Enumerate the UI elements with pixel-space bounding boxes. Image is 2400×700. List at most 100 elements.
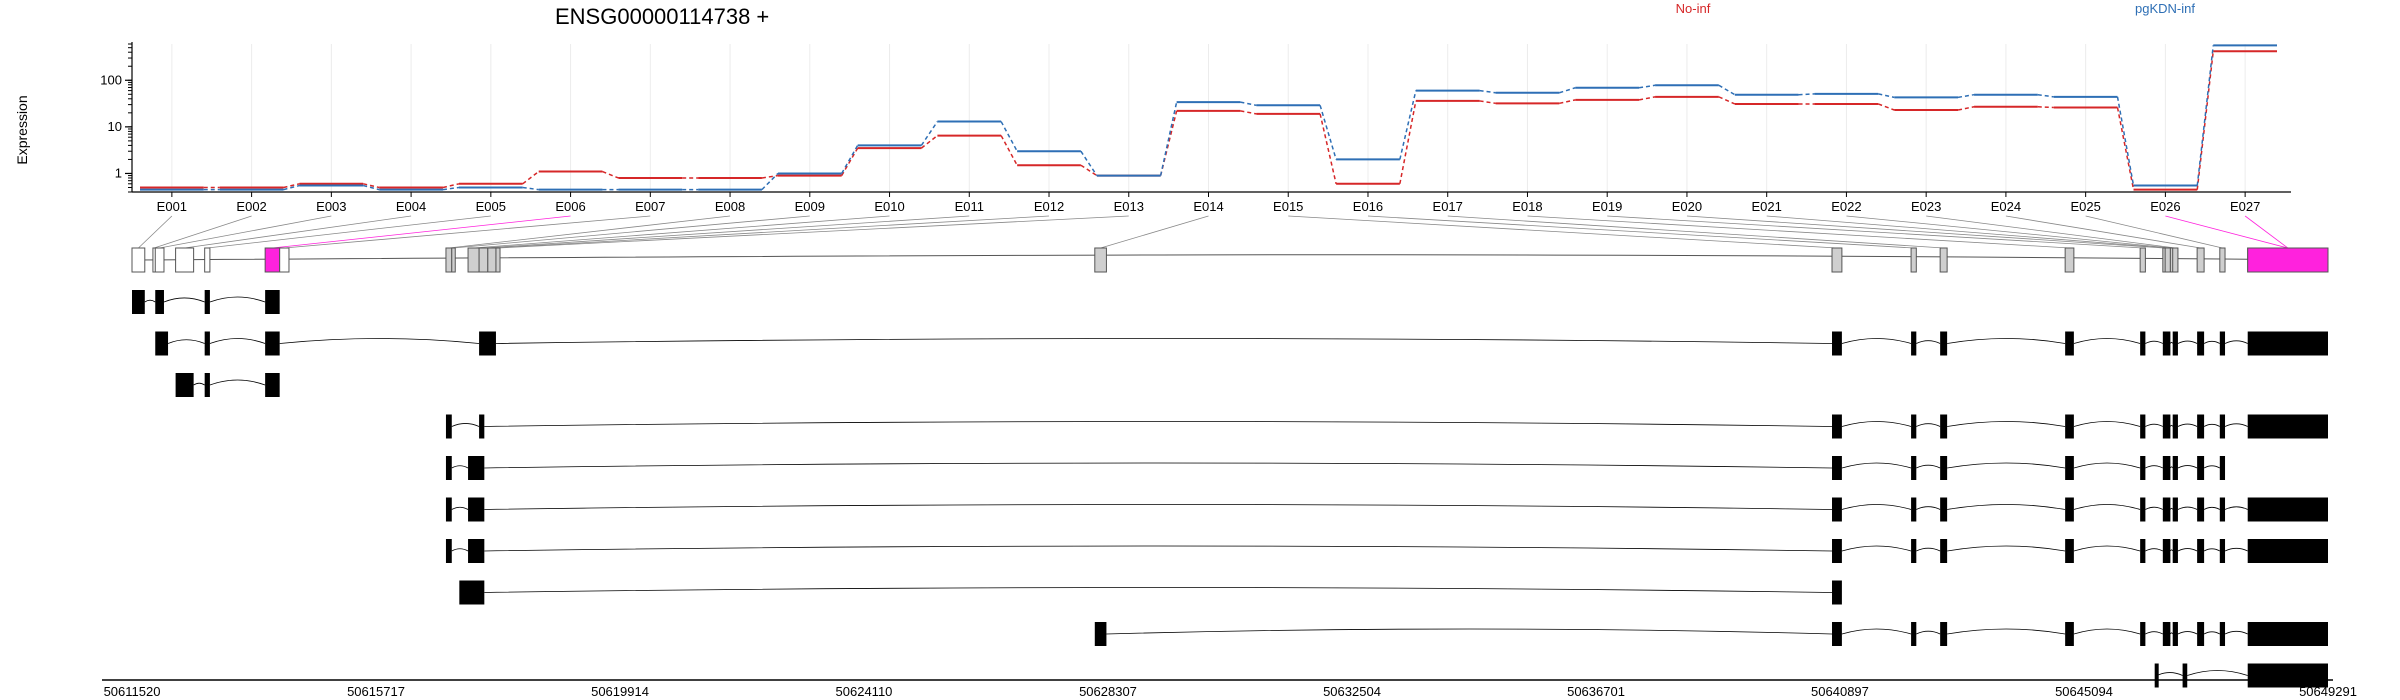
intron-line — [1947, 462, 2066, 469]
intron-line — [451, 465, 469, 469]
transcript-exon — [2065, 456, 2074, 480]
transcript-exon — [2154, 663, 2159, 688]
genomic-tick-label: 50611520 — [104, 684, 161, 699]
intron-line — [1841, 338, 1912, 344]
transcript-exon — [2140, 622, 2146, 646]
genomic-tick-label: 50628307 — [1079, 684, 1137, 699]
intron-line — [2177, 548, 2198, 552]
x-tick-label: E020 — [1672, 199, 1702, 214]
gene-exon-e021 — [2164, 247, 2171, 273]
intron-line — [209, 379, 266, 386]
gene-exon-e014 — [1094, 247, 1107, 273]
series-connector — [2196, 51, 2215, 190]
series-connector — [1399, 100, 1417, 184]
x-tick-label: E003 — [316, 199, 346, 214]
transcript-exon — [204, 290, 210, 314]
intron-line — [495, 338, 1833, 344]
x-tick-label: E027 — [2230, 199, 2260, 214]
mapping-line-e005 — [207, 215, 491, 249]
series-connector — [1638, 84, 1656, 89]
intron-line — [2145, 631, 2164, 635]
series-connector — [1319, 105, 1337, 160]
mapping-line-e017 — [1447, 215, 1944, 249]
series-connector — [522, 170, 540, 185]
intron-line — [163, 297, 205, 303]
mapping-line-e004 — [184, 215, 412, 249]
x-tick-label: E011 — [955, 199, 984, 214]
intron-line — [1841, 628, 1912, 635]
transcript-exon — [1940, 497, 1948, 522]
intron-line — [209, 338, 266, 344]
intron-line — [484, 462, 1833, 469]
intron-line — [1916, 423, 1941, 427]
transcript-exon — [445, 539, 452, 563]
gene-exon-e011 — [478, 247, 489, 273]
gene-exon-e017 — [1939, 247, 1948, 273]
genomic-tick-label: 50624110 — [836, 684, 893, 699]
mapping-line-e022 — [1846, 215, 2172, 249]
series-connector — [442, 183, 460, 189]
transcript-exon — [2162, 331, 2171, 356]
transcript-exon — [1911, 497, 1917, 522]
transcript-exon — [445, 497, 452, 522]
intron-line — [2170, 466, 2174, 469]
transcript-exon — [2197, 497, 2205, 522]
series-connector — [920, 121, 939, 146]
mapping-line-e015 — [1288, 215, 1837, 249]
gene-exon-e023 — [2172, 247, 2179, 273]
transcript-exon — [2219, 331, 2226, 356]
x-tick-label: E008 — [715, 199, 745, 214]
gene-exon-e027 — [2247, 247, 2329, 273]
transcript-exon — [2162, 456, 2171, 480]
genomic-tick-label: 50636701 — [1567, 684, 1625, 699]
intron-line — [2145, 340, 2164, 344]
transcript-exon — [468, 497, 485, 522]
transcript-5 — [445, 456, 2226, 480]
transcript-exon — [1911, 622, 1917, 646]
x-tick-label: E002 — [236, 199, 266, 214]
mapping-line-e012 — [491, 215, 1050, 249]
mapping-line-e013 — [497, 215, 1129, 249]
transcript-exon — [204, 331, 210, 356]
transcript-exon — [1832, 456, 1842, 480]
transcript-exon — [2172, 456, 2178, 480]
transcript-exon — [175, 373, 194, 397]
intron-line — [1947, 545, 2066, 552]
transcript-exon — [2219, 414, 2226, 439]
transcript-exon — [468, 539, 485, 563]
series-connector — [1718, 84, 1736, 96]
x-tick-label: E026 — [2150, 199, 2180, 214]
intron-line — [2224, 423, 2248, 427]
series-connector — [602, 170, 619, 179]
transcript-exon — [1911, 539, 1917, 563]
transcript-exon — [2162, 497, 2171, 522]
x-tick-label: E005 — [476, 199, 506, 214]
transcript-exon — [1911, 414, 1917, 439]
intron-line — [2073, 628, 2141, 635]
transcript-exon — [2162, 622, 2171, 646]
mapping-line-e002 — [153, 215, 252, 249]
transcript-exon — [445, 414, 452, 439]
intron-line — [144, 299, 156, 303]
mapping-line-e021 — [1766, 215, 2168, 249]
transcript-exon — [2182, 663, 2188, 688]
genomic-tick-label: 50619914 — [591, 684, 649, 699]
series-connector — [2196, 45, 2215, 186]
transcript-exon — [479, 331, 496, 356]
intron-line — [2073, 462, 2141, 469]
mapping-line-e011 — [483, 215, 970, 249]
mapping-line-e007 — [284, 215, 651, 249]
gene-exon-e001 — [131, 247, 146, 273]
x-tick-label: E010 — [874, 199, 904, 214]
transcript-3 — [175, 373, 280, 397]
gene-backbone — [131, 254, 2329, 261]
series-connector — [1957, 106, 1975, 111]
transcript-exon — [459, 580, 485, 605]
intron-line — [1947, 421, 2066, 427]
transcript-exon — [2219, 456, 2226, 480]
transcript-6 — [445, 497, 2328, 522]
intron-line — [2145, 548, 2164, 552]
x-tick-label: E009 — [795, 199, 825, 214]
transcript-exon — [2247, 414, 2328, 439]
